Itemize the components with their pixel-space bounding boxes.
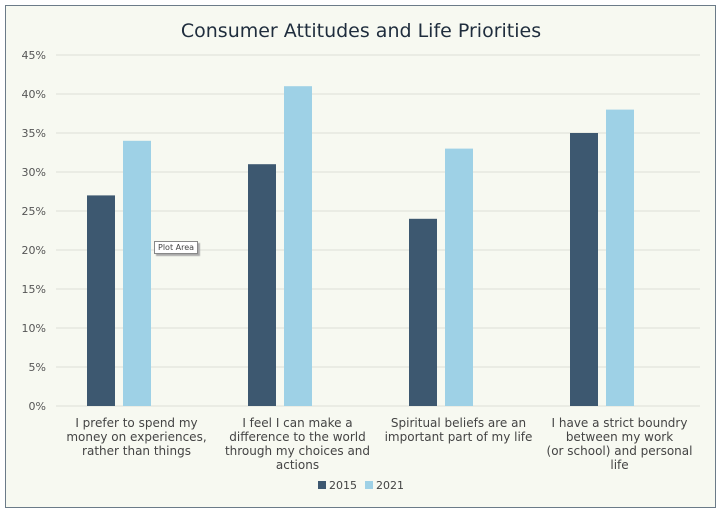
y-tick-label: 40% xyxy=(22,88,46,101)
x-category-label: between my work xyxy=(566,430,673,444)
chart-title: Consumer Attitudes and Life Priorities xyxy=(180,20,542,42)
x-category-label: rather than things xyxy=(82,444,191,458)
bar-2015 xyxy=(87,195,115,406)
bar-2021 xyxy=(284,86,312,406)
bar-2021 xyxy=(606,109,634,406)
legend-swatch xyxy=(365,481,373,489)
y-tick-label: 20% xyxy=(22,244,46,257)
legend-label: 2021 xyxy=(376,479,404,492)
y-tick-label: 35% xyxy=(22,127,46,140)
x-category-label: difference to the world xyxy=(229,430,365,444)
legend-item: 2015 xyxy=(318,479,357,492)
y-tick-label: 10% xyxy=(22,322,46,335)
bar-2015 xyxy=(570,133,598,406)
x-category-label: life xyxy=(610,458,628,472)
y-tick-label: 15% xyxy=(22,283,46,296)
legend-swatch xyxy=(318,481,326,489)
legend: 2015 2021 xyxy=(0,479,722,492)
bar-2015 xyxy=(409,218,437,406)
bar-2021 xyxy=(445,148,473,406)
y-tick-label: 25% xyxy=(22,205,46,218)
legend-item: 2021 xyxy=(365,479,404,492)
y-tick-label: 0% xyxy=(29,400,46,413)
y-tick-label: 30% xyxy=(22,166,46,179)
legend-label: 2015 xyxy=(329,479,357,492)
x-category-label: I prefer to spend my xyxy=(75,416,197,430)
x-category-label: I feel I can make a xyxy=(242,416,352,430)
x-category-label: (or school) and personal xyxy=(547,444,693,458)
x-category-label: through my choices and xyxy=(225,444,370,458)
bar-2021 xyxy=(123,140,151,407)
x-category-label: actions xyxy=(276,458,319,472)
y-tick-label: 5% xyxy=(29,361,46,374)
plot-area-tooltip: Plot Area xyxy=(154,241,199,254)
x-category-label: important part of my life xyxy=(385,430,533,444)
x-category-label: Spiritual beliefs are an xyxy=(391,416,526,430)
bar-2015 xyxy=(248,164,276,406)
y-tick-label: 45% xyxy=(22,49,46,62)
x-category-label: I have a strict boundry xyxy=(552,416,688,430)
x-category-label: money on experiences, xyxy=(66,430,206,444)
